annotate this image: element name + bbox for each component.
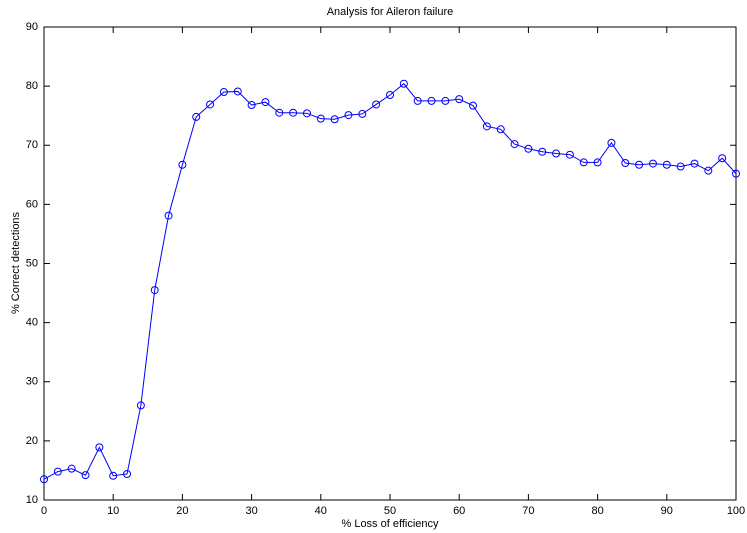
data-point: [732, 169, 740, 178]
data-point: [150, 286, 159, 295]
data-point: [593, 158, 602, 167]
data-point: [469, 101, 478, 110]
data-point: [206, 100, 215, 109]
x-tick-label: 70: [522, 505, 534, 517]
data-point: [676, 162, 685, 171]
x-tick-label: 20: [176, 505, 188, 517]
data-point: [579, 158, 588, 167]
data-point: [178, 160, 187, 169]
y-tick-label: 30: [26, 376, 38, 388]
data-point: [275, 108, 284, 117]
data-point: [316, 114, 325, 123]
y-tick-label: 60: [26, 198, 38, 210]
data-point: [67, 464, 76, 473]
data-point: [233, 87, 242, 96]
data-point: [164, 211, 173, 220]
y-tick-label: 10: [26, 494, 38, 506]
data-point: [718, 154, 727, 163]
data-line: [43, 83, 737, 480]
data-point: [690, 159, 699, 168]
data-point: [427, 96, 436, 105]
data-point: [496, 125, 505, 134]
x-tick-label: 60: [453, 505, 465, 517]
data-point: [81, 471, 90, 480]
data-point: [372, 100, 381, 109]
data-point: [95, 443, 104, 452]
data-point: [109, 471, 118, 480]
x-tick-label: 100: [727, 505, 745, 517]
data-point: [662, 160, 671, 169]
x-tick-label: 0: [41, 505, 47, 517]
data-point: [538, 147, 547, 156]
data-point: [441, 96, 450, 105]
data-point: [386, 90, 394, 99]
data-point: [704, 166, 713, 175]
data-point: [524, 144, 533, 153]
data-point: [358, 109, 367, 118]
x-tick-label: 10: [107, 505, 119, 517]
x-tick-label: 40: [315, 505, 327, 517]
x-tick-label: 50: [384, 505, 396, 517]
x-tick-label: 80: [591, 505, 603, 517]
data-point: [621, 158, 630, 167]
data-point: [261, 98, 270, 107]
data-point: [648, 159, 657, 168]
data-point: [565, 150, 574, 159]
data-point: [510, 140, 519, 149]
x-tick-label: 30: [245, 505, 257, 517]
data-point: [302, 109, 311, 118]
data-point: [482, 122, 491, 131]
data-point: [635, 160, 644, 169]
data-point: [219, 88, 228, 97]
data-point: [607, 138, 616, 147]
x-tick-label: 90: [661, 505, 673, 517]
data-point: [136, 401, 145, 410]
data-point: [455, 95, 464, 104]
data-point: [123, 469, 132, 478]
data-point: [247, 101, 256, 110]
data-point: [413, 96, 422, 105]
y-tick-label: 70: [26, 139, 38, 151]
chart-title: Analysis for Aileron failure: [327, 6, 454, 18]
data-point: [192, 112, 201, 121]
data-point: [344, 111, 353, 120]
y-tick-label: 90: [26, 21, 38, 33]
y-tick-label: 50: [26, 257, 38, 269]
y-tick-label: 20: [26, 435, 38, 447]
y-axis-label: % Correct detections: [10, 211, 22, 314]
data-point: [40, 475, 48, 484]
y-tick-label: 80: [26, 80, 38, 92]
data-point: [330, 115, 339, 124]
data-point: [53, 467, 62, 476]
x-axis-label: % Loss of efficiency: [341, 518, 439, 530]
data-point: [552, 149, 561, 158]
y-tick-label: 40: [26, 317, 38, 329]
data-point: [289, 108, 298, 117]
axes-box: [43, 26, 737, 501]
data-point: [399, 79, 408, 88]
